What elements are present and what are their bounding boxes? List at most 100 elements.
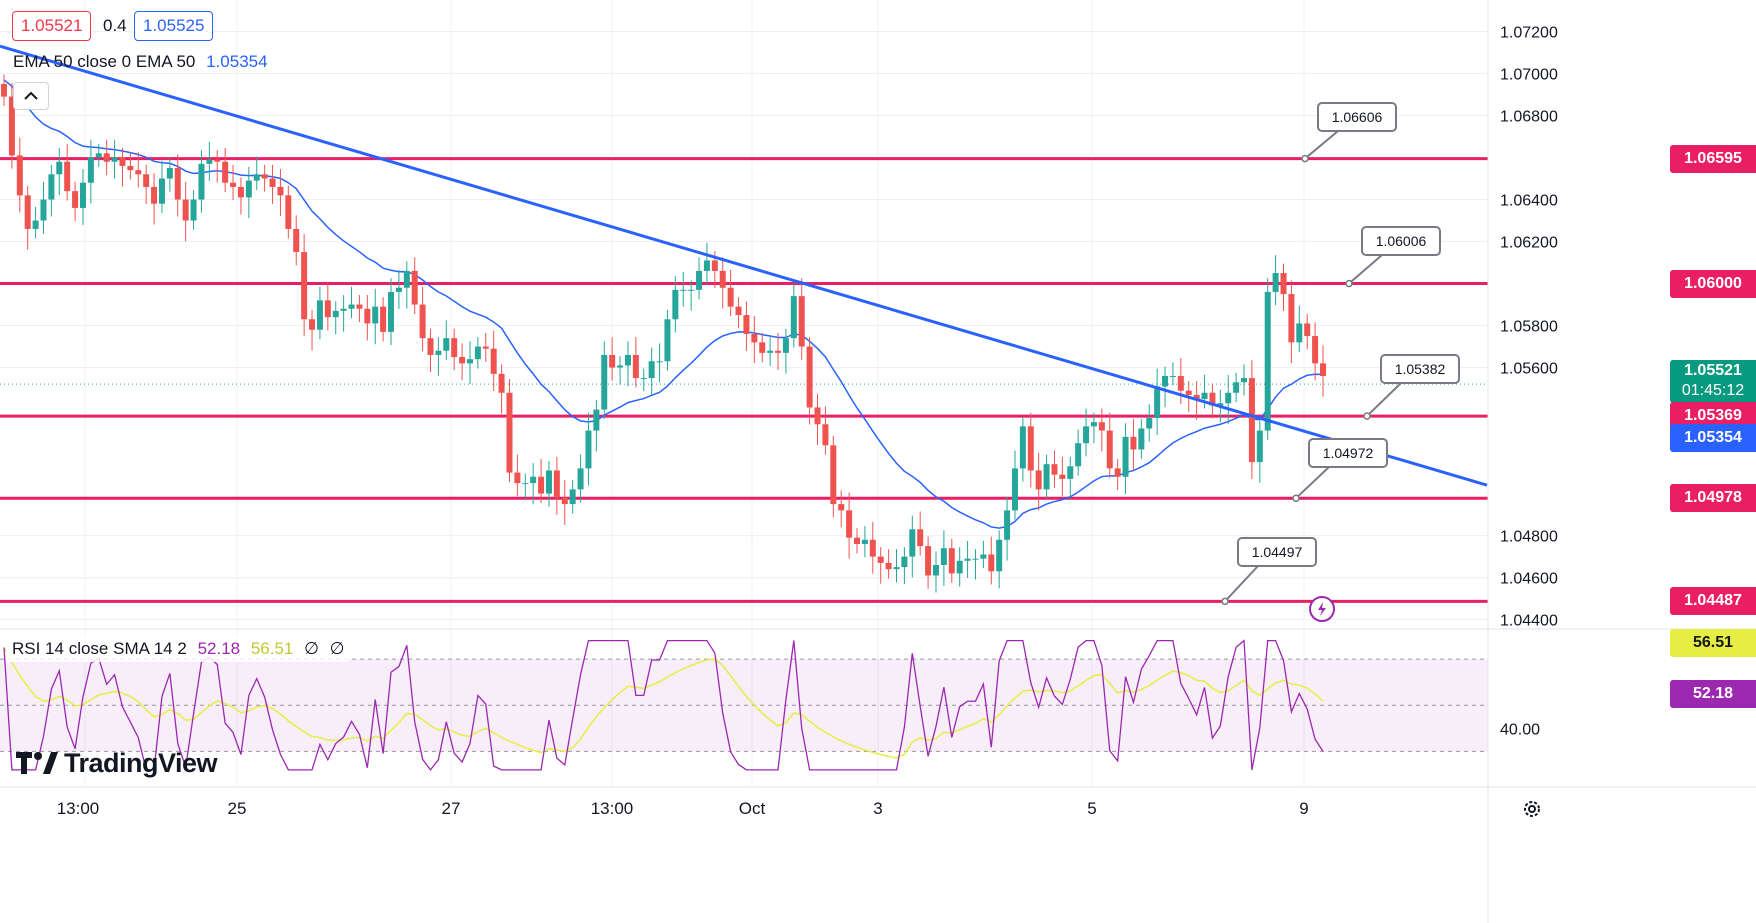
candle-body [119, 157, 126, 166]
candle-body [490, 348, 497, 374]
callout-anchor [1292, 494, 1300, 502]
candle-body [1288, 294, 1295, 343]
callout-label: 1.05382 [1395, 361, 1446, 377]
candle-body [917, 529, 924, 547]
candle-body [466, 359, 473, 364]
callout-box [1380, 354, 1460, 384]
candle-body [427, 338, 434, 355]
callout-box [1237, 537, 1317, 567]
ema-legend[interactable]: EMA 50 close 0 EMA 50 1.05354 [13, 52, 268, 72]
candle-body [1201, 392, 1208, 400]
tradingview-logo-icon [16, 752, 58, 774]
replay-button[interactable] [1309, 596, 1335, 622]
ask-price-box[interactable]: 1.05525 [134, 11, 214, 41]
level-pill-2[interactable]: 1.06000 [1670, 269, 1756, 298]
candle-body [877, 556, 884, 563]
rsi-legend[interactable]: RSI 14 close SMA 14 2 52.18 56.51 ∅ ∅ [6, 636, 351, 662]
level-pill-5[interactable]: 1.04487 [1670, 587, 1756, 616]
candle-body [664, 319, 671, 362]
price-tick-label: 1.05600 [1500, 361, 1558, 378]
callout-anchor [1363, 412, 1371, 420]
candles [1, 74, 1326, 593]
candle-body [1193, 394, 1200, 400]
candle-body [861, 539, 868, 544]
candle-body [514, 472, 521, 484]
level-pill-1[interactable]: 1.06595 [1670, 144, 1756, 173]
candle-body [253, 174, 260, 181]
callout-anchor [1345, 279, 1353, 288]
candle-body [316, 300, 323, 330]
candle-body [656, 361, 663, 363]
tradingview-logo[interactable]: TradingView [16, 745, 218, 781]
candle-body [372, 306, 379, 324]
candle-body [814, 407, 821, 425]
candle-body [1177, 375, 1184, 391]
candle-body [245, 180, 252, 198]
candle-body [1004, 510, 1011, 540]
collapse-legend-button[interactable] [13, 82, 49, 110]
bid-price-box[interactable]: 1.05521 [12, 11, 92, 41]
tradingview-wordmark: TradingView [64, 747, 218, 778]
trend-line[interactable] [0, 44, 1488, 487]
settings-button[interactable] [1520, 797, 1544, 821]
price-tick-label: 1.06800 [1500, 109, 1558, 126]
candle-body [1264, 291, 1271, 431]
candle-body [1146, 417, 1153, 429]
callout-pointer [1304, 130, 1339, 160]
candle-body [1, 84, 7, 97]
candle-body [569, 489, 576, 505]
candle-body [103, 153, 110, 162]
candle-body [506, 392, 513, 473]
candle-body [151, 186, 158, 204]
candle-body [1106, 430, 1113, 469]
candle-body [158, 178, 165, 204]
candle-body [1280, 273, 1287, 295]
candle-body [1114, 468, 1121, 477]
callout-box [1308, 438, 1388, 468]
price-tick-label: 1.05800 [1500, 319, 1558, 336]
rsi-legend-extra-1: ∅ [304, 639, 319, 658]
candle-body [474, 346, 481, 360]
candle-body [198, 163, 205, 200]
candle-body [1098, 422, 1105, 431]
ema-legend-label: EMA 50 close 0 EMA 50 [13, 52, 196, 71]
spread-value: 0.4 [103, 16, 127, 35]
candle-body [206, 159, 213, 164]
lightning-icon [1318, 602, 1326, 616]
candle-body [1217, 403, 1224, 406]
candle-body [1209, 392, 1216, 406]
candle-body [1241, 378, 1248, 383]
rsi-value-pill[interactable]: 52.18 [1670, 680, 1756, 708]
candle-body [530, 476, 537, 484]
candle-body [767, 350, 774, 353]
candle-body [1138, 428, 1145, 450]
candle-body [214, 159, 221, 162]
callout-pointer [1295, 466, 1330, 499]
rsi-legend-extra-2: ∅ [329, 639, 345, 658]
callout-box [1361, 226, 1441, 256]
last-price-pill[interactable]: 1.05521 01:45:12 [1670, 360, 1756, 403]
candle-body [1075, 443, 1082, 467]
candle-body [1185, 390, 1192, 395]
last-price-value: 1.05521 [1684, 362, 1742, 379]
candle-body [332, 310, 339, 318]
candle-body [585, 430, 592, 469]
candle-body [696, 270, 703, 290]
candle-body [830, 445, 837, 505]
ema-price-pill[interactable]: 1.05354 [1670, 424, 1756, 452]
price-tick-label: 1.04400 [1500, 613, 1558, 630]
candle-body [688, 289, 695, 291]
candle-body [40, 199, 47, 221]
callout-label: 1.06606 [1332, 109, 1383, 125]
candle-body [925, 546, 932, 576]
rsi-sma-pill[interactable]: 56.51 [1670, 629, 1756, 657]
candle-body [222, 161, 229, 183]
time-tick-label: 25 [228, 799, 247, 818]
candle-body [340, 308, 347, 311]
candle-body [285, 195, 292, 229]
price-tick-label: 1.06200 [1500, 235, 1558, 252]
level-pill-4[interactable]: 1.04978 [1670, 484, 1756, 513]
candle-body [111, 157, 118, 162]
candle-body [561, 497, 568, 505]
